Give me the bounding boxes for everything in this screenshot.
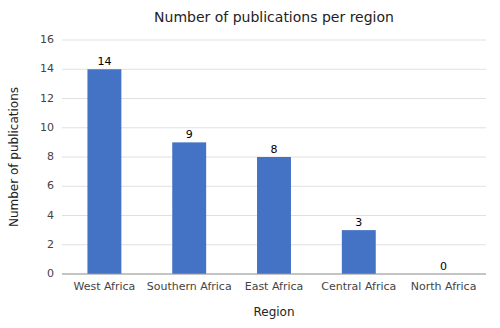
y-tick-label: 16 bbox=[40, 33, 54, 46]
bar bbox=[342, 230, 376, 274]
y-tick-label: 12 bbox=[40, 92, 54, 105]
bars bbox=[87, 69, 375, 274]
x-tick-label: West Africa bbox=[73, 280, 135, 293]
y-tick-label: 0 bbox=[47, 267, 54, 280]
data-labels: 14 9 8 3 0 bbox=[97, 55, 447, 273]
y-tick-label: 14 bbox=[40, 62, 54, 75]
y-axis-label: Number of publications bbox=[7, 87, 21, 227]
data-label: 0 bbox=[440, 260, 447, 273]
grid-line bbox=[62, 40, 486, 41]
bar bbox=[257, 157, 291, 274]
y-tick-label: 2 bbox=[47, 238, 54, 251]
data-label: 9 bbox=[186, 128, 193, 141]
grid-line bbox=[62, 127, 486, 128]
x-axis-label: Region bbox=[253, 305, 294, 319]
data-label: 8 bbox=[271, 143, 278, 156]
y-tick-label: 8 bbox=[47, 150, 54, 163]
x-axis-line bbox=[62, 274, 486, 275]
y-tick-label: 4 bbox=[47, 209, 54, 222]
bar bbox=[172, 142, 206, 274]
chart: 0 2 4 6 8 10 12 14 16 14 9 8 3 0 West Africa Southern A… bbox=[0, 0, 500, 328]
y-tick-label: 10 bbox=[40, 121, 54, 134]
x-tick-label: Central Africa bbox=[321, 280, 396, 293]
data-label: 14 bbox=[97, 55, 111, 68]
grid-line bbox=[62, 98, 486, 99]
chart-container: 0 2 4 6 8 10 12 14 16 14 9 8 3 0 West Africa Southern A… bbox=[0, 0, 500, 328]
data-label: 3 bbox=[355, 216, 362, 229]
grid-line bbox=[62, 69, 486, 70]
grid-line bbox=[62, 274, 486, 275]
x-tick-label: North Africa bbox=[411, 280, 477, 293]
x-tick-label: Southern Africa bbox=[147, 280, 232, 293]
x-tick-label: East Africa bbox=[245, 280, 304, 293]
title: Number of publications per region bbox=[154, 9, 394, 25]
x-ticks: West Africa Southern Africa East Africa Cen… bbox=[73, 280, 476, 293]
grid bbox=[62, 40, 486, 274]
y-tick-label: 6 bbox=[47, 179, 54, 192]
y-ticks: 0 2 4 6 8 10 12 14 16 bbox=[40, 33, 54, 280]
bar bbox=[87, 69, 121, 274]
